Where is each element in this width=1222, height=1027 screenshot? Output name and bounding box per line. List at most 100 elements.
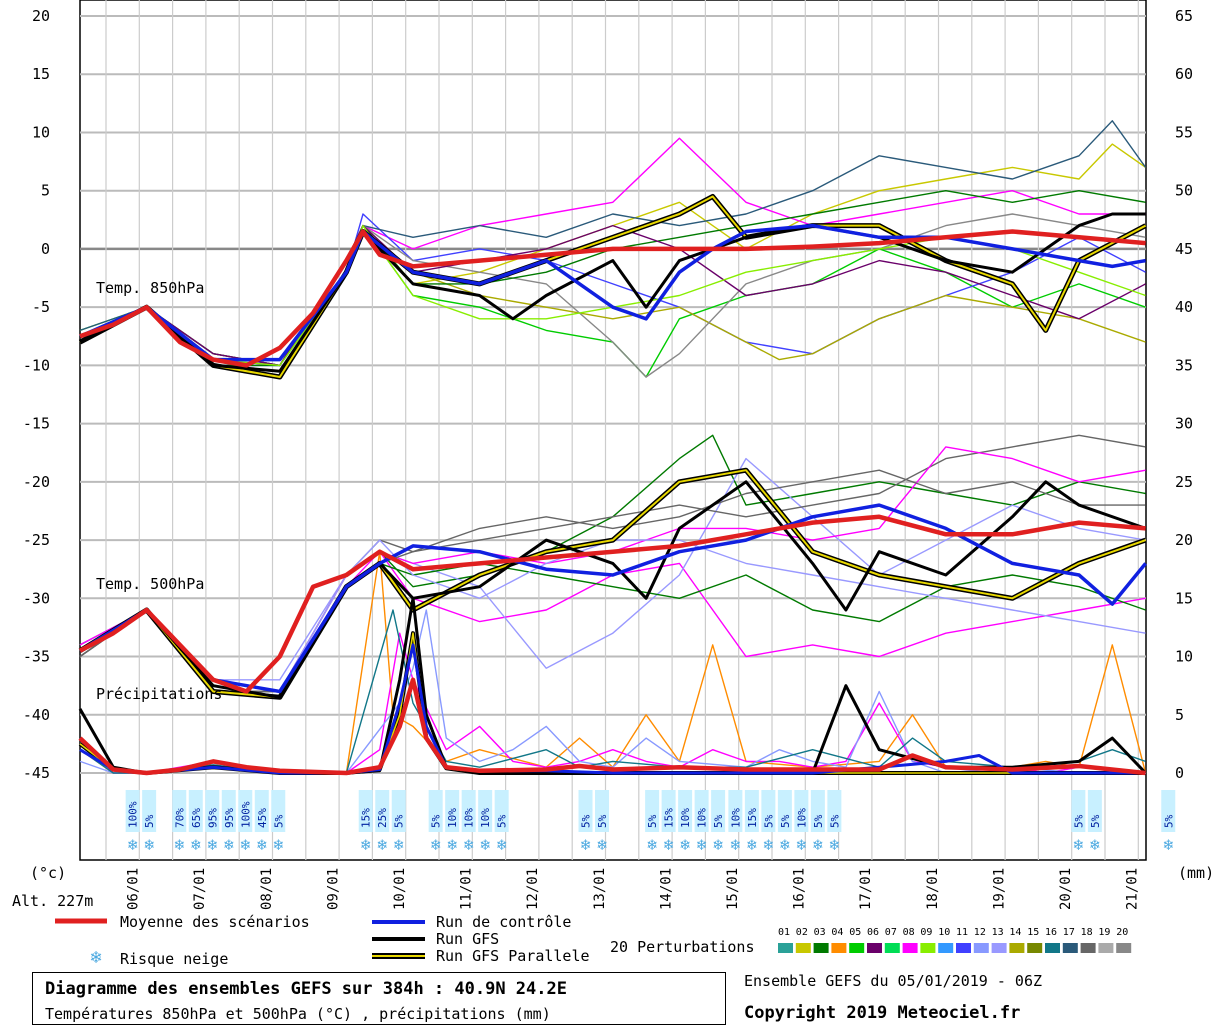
- chart-grid: [79, 0, 1147, 861]
- snowflake-icon: ❄: [697, 835, 707, 854]
- left-tick-label: 5: [41, 182, 50, 200]
- x-date-label: 21/01: [1125, 868, 1141, 910]
- left-tick-label: -5: [32, 298, 50, 316]
- snowflake-icon: ❄: [128, 835, 138, 854]
- label-precip: Précipitations: [96, 685, 223, 703]
- perturbation-color-swatch: [849, 943, 865, 953]
- legend-para-label: Run GFS Parallele: [436, 947, 590, 965]
- perturbation-color-swatch: [778, 943, 793, 953]
- snow-percent-bg: [358, 790, 373, 832]
- snowflake-icon: ❄: [680, 835, 690, 854]
- left-tick-label: -45: [23, 764, 50, 782]
- snow-percent-bg: [271, 790, 286, 832]
- perturbation-color-swatch: [1009, 943, 1025, 953]
- snow-percent-bg: [494, 790, 509, 832]
- snowflake-icon: ❄: [780, 835, 790, 854]
- snow-percent-bg: [205, 790, 220, 832]
- perturbation-color-swatch: [973, 943, 989, 953]
- snow-risk-row: 100% ❄ 5% ❄ 70% ❄ 65% ❄ 95% ❄ 95% ❄ 100% ❄ 45% ❄ 5% ❄ 15% ❄…: [125, 790, 1176, 854]
- right-tick-label: 65: [1175, 7, 1193, 25]
- snow-percent-label: 5%: [1072, 814, 1085, 828]
- snowflake-icon: ❄: [207, 835, 217, 854]
- left-tick-label: 10: [32, 123, 50, 141]
- snow-percent-label: 95%: [206, 808, 219, 828]
- snow-percent-bg: [661, 790, 676, 832]
- perturbation-id-label: 05: [849, 927, 862, 938]
- snow-percent-bg: [478, 790, 493, 832]
- snow-percent-label: 5%: [712, 814, 725, 828]
- t500-perturbation-line: [79, 469, 1146, 693]
- snowflake-icon: ❄: [91, 947, 102, 968]
- snow-percent-label: 5%: [762, 814, 775, 828]
- right-tick-label: 5: [1175, 706, 1184, 724]
- snow-percent-bg: [810, 790, 825, 832]
- t850-para-line-inner: [79, 195, 1147, 378]
- t850-mean-line: [79, 229, 1146, 368]
- left-tick-label: 20: [32, 7, 50, 25]
- snowflake-icon: ❄: [597, 835, 607, 854]
- perturbation-id-label: 09: [920, 927, 933, 938]
- perturbation-id-label: 08: [902, 927, 915, 938]
- footer-title: Diagramme des ensembles GEFS sur 384h : …: [45, 979, 567, 999]
- snowflake-icon: ❄: [480, 835, 490, 854]
- snow-percent-bg: [595, 790, 610, 832]
- snow-percent-label: 100%: [239, 801, 252, 828]
- t500-mean-line: [78, 514, 1146, 694]
- perturbation-id-label: 01: [778, 927, 791, 938]
- legend-swatches: ❄: [55, 918, 1132, 968]
- precip-mean-line: [78, 677, 1146, 776]
- snowflake-icon: ❄: [731, 835, 741, 854]
- right-tick-label: 35: [1175, 356, 1193, 374]
- snow-percent-label: 25%: [376, 808, 389, 828]
- snowflake-icon: ❄: [394, 835, 404, 854]
- perturbation-id-label: 20: [1116, 927, 1129, 938]
- snow-percent-label: 5%: [580, 814, 593, 828]
- snow-percent-bg: [1161, 790, 1176, 832]
- snowflake-icon: ❄: [361, 835, 371, 854]
- snow-percent-bg: [1087, 790, 1102, 832]
- plot-frame: [79, 0, 1147, 861]
- snow-percent-label: 95%: [223, 808, 236, 828]
- right-tick-label: 55: [1175, 123, 1193, 141]
- left-tick-label: -10: [23, 356, 50, 374]
- perturbation-id-label: 11: [956, 927, 969, 938]
- snowflake-icon: ❄: [1074, 835, 1084, 854]
- perturbation-color-swatch: [795, 943, 811, 953]
- t500-control-line: [79, 503, 1147, 694]
- perturbation-color-swatch: [1045, 943, 1060, 953]
- snow-percent-label: 5%: [779, 814, 792, 828]
- perturbation-id-label: 07: [884, 927, 897, 938]
- copyright: Copyright 2019 Meteociel.fr: [744, 1003, 1021, 1023]
- perturbation-color-swatch: [956, 943, 971, 953]
- altitude-label: Alt. 227m: [12, 892, 94, 910]
- snowflake-icon: ❄: [747, 835, 757, 854]
- x-date-label: 11/01: [459, 868, 475, 910]
- perturbation-id-label: 10: [938, 927, 951, 938]
- snowflake-icon: ❄: [497, 835, 507, 854]
- label-t850: Temp. 850hPa: [96, 279, 205, 297]
- snow-percent-bg: [391, 790, 406, 832]
- right-tick-label: 50: [1175, 182, 1193, 200]
- legend-control-label: Run de contrôle: [436, 913, 572, 931]
- snow-percent-bg: [254, 790, 269, 832]
- perturbation-color-swatch: [1027, 943, 1043, 953]
- left-tick-label: -25: [23, 531, 50, 549]
- right-tick-label: 30: [1175, 415, 1193, 433]
- perturbation-id-label: 17: [1062, 927, 1075, 938]
- snow-percent-bg: [172, 790, 187, 832]
- snowflake-icon: ❄: [144, 835, 154, 854]
- snow-percent-bg: [761, 790, 776, 832]
- right-tick-label: 45: [1175, 240, 1193, 258]
- snow-percent-label: 5%: [646, 814, 659, 828]
- snow-percent-label: 10%: [479, 808, 492, 828]
- snowflake-icon: ❄: [713, 835, 723, 854]
- snowflake-icon: ❄: [447, 835, 457, 854]
- x-date-label: 18/01: [925, 868, 941, 910]
- snow-percent-bg: [678, 790, 693, 832]
- snow-percent-label: 5%: [1162, 814, 1175, 828]
- left-tick-label: 0: [41, 240, 50, 258]
- x-date-label: 17/01: [858, 868, 874, 910]
- snow-percent-bg: [827, 790, 842, 832]
- snow-percent-bg: [711, 790, 726, 832]
- legend-perturbations-label: 20 Perturbations: [610, 938, 755, 956]
